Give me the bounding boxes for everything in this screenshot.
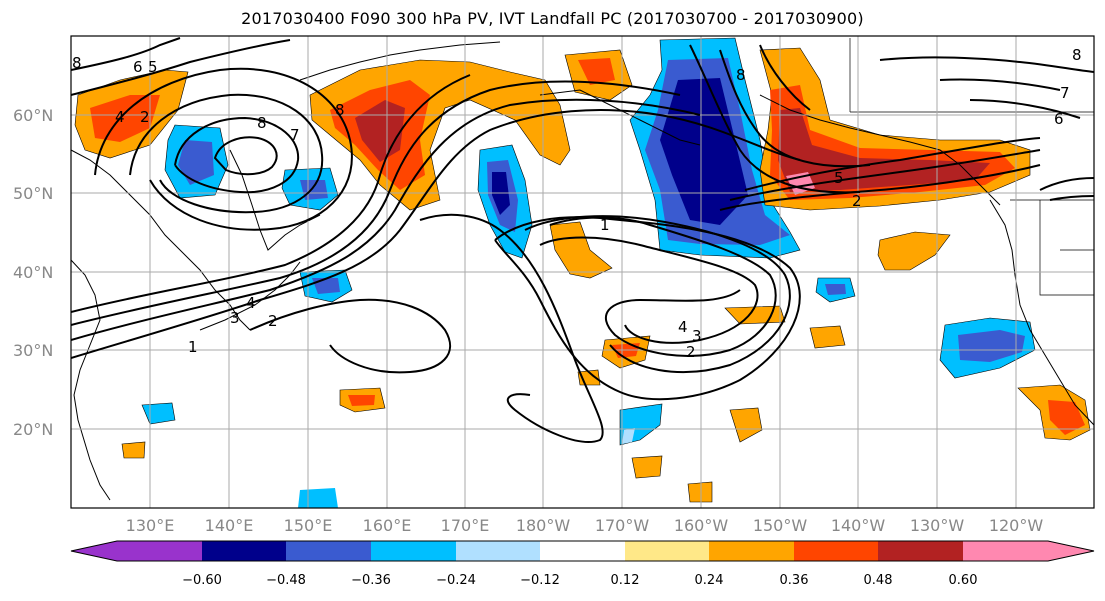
contour-label-2b: 2 [686,343,696,361]
colorbar-bin-1 [202,541,286,561]
colorbar-bin-4 [456,541,540,561]
contour-label-2c: 2 [852,192,862,210]
contour-label-7: 7 [290,126,300,144]
colorbar-bin-last [963,541,1048,561]
lat-label-30: 30°N [13,341,53,360]
contour-label-3b: 3 [692,327,702,345]
colorbar-bin-8 [794,541,878,561]
cb-tick-3: −0.24 [436,573,476,588]
colorbar-tick-labels: −0.60 −0.48 −0.36 −0.24 −0.12 0.12 0.24 … [182,573,977,588]
contour-label-4: 4 [246,294,256,312]
contour-label-4c: 4 [115,108,125,126]
contour-label-2d: 2 [140,108,150,126]
contour-label-5b: 5 [148,58,158,76]
cb-tick-4: −0.12 [520,573,560,588]
contour-label-8d: 8 [1072,46,1082,64]
contour-label-8b: 8 [335,101,345,119]
contour-label-6b: 6 [133,58,143,76]
lon-label-160w: 160°W [674,516,729,535]
colorbar-extend-high [1048,541,1094,561]
contour-label-6: 6 [1054,110,1064,128]
lon-label-150w: 150°W [753,516,808,535]
map-border [70,35,1095,509]
contour-label-8: 8 [257,114,267,132]
contour-label-7b: 7 [1060,84,1070,102]
contour-label-5: 5 [834,169,844,187]
cb-tick-1: −0.48 [266,573,306,588]
cb-tick-5: 0.12 [611,573,640,588]
contour-label-4b: 4 [678,318,688,336]
cb-tick-6: 0.24 [695,573,724,588]
lat-label-60: 60°N [13,106,53,125]
lon-label-140e: 140°E [205,516,254,535]
lat-label-50: 50°N [13,184,53,203]
contour-label-1: 1 [188,338,198,356]
lon-label-130w: 130°W [910,516,965,535]
colorbar-bin-9 [878,541,963,561]
contour-label-8e: 8 [72,54,82,72]
lon-label-130e: 130°E [126,516,175,535]
lon-label-170e: 170°E [441,516,490,535]
cb-tick-8: 0.48 [864,573,893,588]
contour-label-8c: 8 [736,66,746,84]
pos-region-subtropic-b [877,231,951,271]
map-title: 2017030400 F090 300 hPa PV, IVT Landfall… [241,9,864,28]
lon-label-120w: 120°W [989,516,1044,535]
colorbar [70,540,1095,562]
latitude-labels: 60°N 50°N 40°N 30°N 20°N [13,106,53,439]
contour-labels: 1 2 3 4 1 2 3 4 2 5 6 7 8 8 8 8 7 8 6 5 … [72,46,1082,361]
lon-label-180w: 180°W [516,516,571,535]
pos-region-subtropic-a [549,221,613,279]
lon-label-170w: 170°W [595,516,650,535]
contour-label-2: 2 [268,312,278,330]
cb-tick-0: −0.60 [182,573,222,588]
contour-label-1b: 1 [600,216,610,234]
ivt-contours [71,37,1094,443]
cb-tick-2: −0.36 [351,573,391,588]
colorbar-bin-6 [625,541,709,561]
lat-label-40: 40°N [13,263,53,282]
colorbar-bin-5 [540,541,625,561]
cb-tick-9: 0.60 [949,573,978,588]
lat-label-20: 20°N [13,420,53,439]
colorbar-outline [70,540,1095,562]
lon-label-140w: 140°W [831,516,886,535]
colorbar-bin-7 [709,541,794,561]
colorbar-bin-2 [286,541,371,561]
colorbar-bin-0 [117,541,202,561]
cb-tick-7: 0.36 [780,573,809,588]
lon-label-160e: 160°E [363,516,412,535]
longitude-labels: 130°E 140°E 150°E 160°E 170°E 180°W 170°… [126,516,1044,535]
colorbar-extend-low [71,541,117,561]
colorbar-bin-3 [371,541,456,561]
contour-label-3: 3 [230,309,240,327]
lon-label-150e: 150°E [284,516,333,535]
